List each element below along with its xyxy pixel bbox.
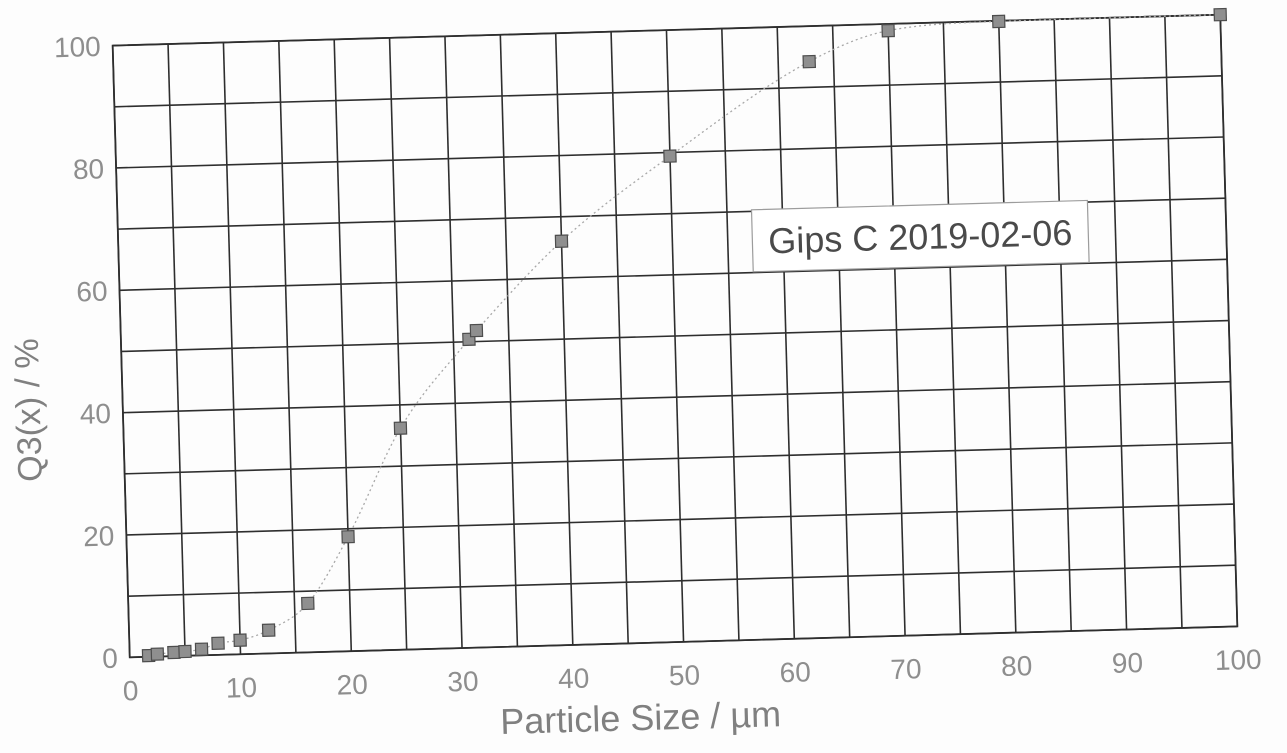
annotation-frame <box>750 199 1090 273</box>
y-tick-label: 0 <box>102 643 118 674</box>
annotation-label: Gips C 2019-02-06 <box>768 212 1073 261</box>
data-point <box>1213 7 1228 22</box>
curve-layer <box>148 14 1221 657</box>
grid <box>111 13 1239 659</box>
annotation-box: Gips C 2019-02-06 <box>750 199 1090 273</box>
x-tick-label: 10 <box>225 672 257 704</box>
data-point <box>802 54 816 69</box>
x-tick-label: 90 <box>1112 647 1144 679</box>
y-tick-label: 40 <box>79 398 111 430</box>
x-tick-label: 40 <box>558 663 590 695</box>
y-tick-label: 20 <box>83 520 115 552</box>
plot-border <box>111 13 1239 659</box>
x-tick-label: 20 <box>336 669 368 701</box>
grid-line-horizontal <box>128 564 1236 597</box>
x-tick-label: 70 <box>890 653 922 685</box>
data-point <box>341 529 355 544</box>
grid-line-horizontal <box>121 319 1229 353</box>
data-point <box>150 647 165 661</box>
x-axis-title: Particle Size / µm <box>500 693 782 742</box>
grid-line-horizontal <box>114 75 1222 108</box>
x-tick-label: 100 <box>1214 644 1262 676</box>
data-point <box>991 14 1006 29</box>
y-tick-label: 100 <box>54 31 102 63</box>
y-axis-ticks: 0 20 40 60 80 100 <box>54 31 119 674</box>
data-point <box>469 323 484 338</box>
y-tick-label: 80 <box>73 153 105 185</box>
data-point <box>167 645 181 660</box>
data-point <box>881 23 895 38</box>
x-tick-label: 80 <box>1001 650 1033 682</box>
x-tick-label: 50 <box>668 659 700 691</box>
grid-line-horizontal <box>124 442 1233 475</box>
data-point <box>211 636 225 651</box>
grid-line-horizontal <box>126 503 1234 536</box>
y-tick-label: 60 <box>76 276 108 308</box>
x-tick-label: 0 <box>122 675 138 706</box>
data-point <box>554 234 569 248</box>
fit-curve <box>148 14 1221 657</box>
x-axis-ticks: 0 10 20 30 40 50 60 70 80 90 100 <box>122 644 1262 707</box>
data-point <box>261 623 276 637</box>
y-axis-title: Q3(x) / % <box>8 338 50 483</box>
data-point <box>178 644 192 659</box>
x-tick-label: 30 <box>447 666 479 698</box>
data-points <box>141 7 1228 663</box>
x-tick-label: 60 <box>779 656 811 688</box>
data-point <box>233 633 247 647</box>
grid-line-horizontal <box>122 380 1231 414</box>
data-point <box>663 149 677 163</box>
data-point <box>393 421 408 435</box>
data-point <box>194 642 209 657</box>
grid-line-horizontal <box>119 258 1228 292</box>
data-point <box>301 596 315 611</box>
